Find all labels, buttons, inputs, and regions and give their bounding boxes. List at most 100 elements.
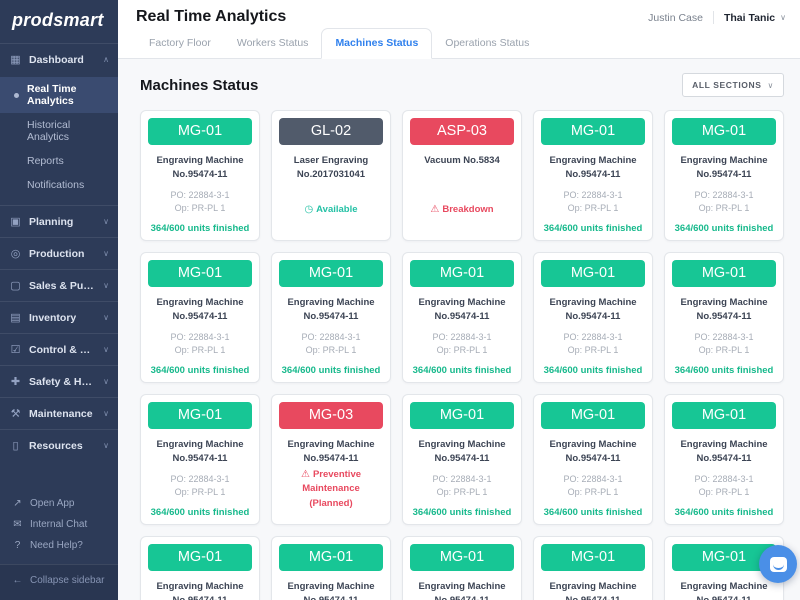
- machine-order-info: PO: 22884-3-1 Op: PR-PL 1: [170, 473, 230, 498]
- sidebar-util-internal-chat[interactable]: ✉ Internal Chat: [13, 519, 88, 530]
- sidebar-group-maintenance[interactable]: ⚒ Maintenance ∨: [0, 397, 118, 429]
- tab-bar: Factory Floor Workers Status Machines Stat…: [118, 28, 800, 59]
- chevron-down-icon: ∨: [103, 281, 109, 290]
- all-sections-label: ALL SECTIONS: [692, 80, 762, 90]
- resources-icon: ▯: [12, 440, 19, 452]
- sidebar-item-reports[interactable]: Reports: [0, 149, 118, 173]
- machine-progress: 364/600 units finished: [543, 365, 643, 377]
- machine-order-info: PO: 22884-3-1 Op: PR-PL 1: [694, 473, 754, 498]
- machine-name: Vacuum No.5834: [424, 155, 500, 166]
- machine-code-badge: MG-01: [148, 544, 252, 571]
- sidebar-group-production[interactable]: ◎ Production ∨: [0, 237, 118, 269]
- sidebar-group-control-quality[interactable]: ☑ Control & Quality ∨: [0, 333, 118, 365]
- chevron-down-icon: ∨: [103, 409, 109, 418]
- sidebar-group-dashboard[interactable]: ▦ Dashboard ∧: [0, 43, 118, 75]
- company-selector[interactable]: Thai Tanic ∨: [724, 12, 786, 24]
- sidebar-util-need-help[interactable]: ? Need Help?: [0, 535, 118, 556]
- user-menu[interactable]: Justin Case Thai Tanic ∨: [648, 11, 786, 24]
- machine-status: ⚠ Breakdown: [430, 204, 494, 216]
- chevron-down-icon: ∨: [103, 441, 109, 450]
- machine-code-badge: MG-03: [279, 402, 383, 429]
- sidebar-util-open-app[interactable]: ↗ Open App: [13, 498, 75, 509]
- tab-factory-floor[interactable]: Factory Floor: [149, 37, 211, 49]
- sidebar-group-resources[interactable]: ▯ Resources ∨: [0, 429, 118, 461]
- sidebar-group-safety-health[interactable]: ✚ Safety & Health ∨: [0, 365, 118, 397]
- machine-progress: 364/600 units finished: [543, 507, 643, 519]
- warning-icon: ⚠: [300, 468, 310, 480]
- tab-machines-status[interactable]: Machines Status: [321, 28, 433, 59]
- machine-order-info: PO: 22884-3-1 Op: PR-PL 1: [694, 331, 754, 356]
- all-sections-dropdown[interactable]: ALL SECTIONS ∨: [682, 73, 784, 97]
- chevron-down-icon: ∨: [103, 377, 109, 386]
- help-icon: ?: [14, 540, 21, 551]
- machine-code-badge: MG-01: [279, 544, 383, 571]
- prodsmart-logo: prodsmart: [12, 10, 104, 30]
- sales-purchase-icon: ▢: [10, 280, 21, 292]
- sidebar-item-historical-analytics[interactable]: Historical Analytics: [0, 113, 118, 149]
- sidebar-group-planning[interactable]: ▣ Planning ∨: [0, 205, 118, 237]
- tab-workers-status[interactable]: Workers Status: [236, 37, 309, 49]
- sidebar-group-sales-purchase[interactable]: ▢ Sales & Purchase ∨: [0, 269, 118, 301]
- user-divider: [712, 11, 714, 24]
- chevron-down-icon: ∨: [103, 249, 109, 258]
- machine-progress: 364/600 units finished: [150, 223, 250, 235]
- machine-card-grid: MG-01 Engraving Machine No.95474-11 PO: 2…: [140, 110, 784, 600]
- machine-code-badge: MG-01: [279, 260, 383, 287]
- machine-progress: 364/600 units finished: [674, 365, 774, 377]
- arrow-left-icon: ←: [12, 575, 23, 586]
- machine-order-info: PO: 22884-3-1 Op: PR-PL 1: [563, 189, 623, 214]
- machine-code-badge: ASP-03: [410, 118, 514, 145]
- planning-icon: ▣: [10, 216, 21, 228]
- chat-launcher-button[interactable]: [759, 545, 797, 583]
- machine-card[interactable]: GL-02 Laser Engraving No.2017031041 ◷ Avai…: [271, 110, 391, 241]
- sidebar-item-real-time-analytics[interactable]: Real Time Analytics: [0, 77, 118, 113]
- collapse-sidebar-button[interactable]: ← Collapse sidebar: [0, 564, 118, 600]
- machine-code-badge: MG-01: [672, 544, 776, 571]
- machine-code-badge: MG-01: [541, 402, 645, 429]
- machine-status: ◷ Available: [304, 204, 358, 216]
- chat-icon: ✉: [13, 519, 22, 530]
- machine-card[interactable]: MG-03 Engraving Machine No.95474-11 ⚠ Prev…: [271, 394, 391, 525]
- tab-operations-status[interactable]: Operations Status: [445, 37, 530, 49]
- sidebar-utilities: ↗ Open App ✉ Internal Chat ? Need Help?: [0, 493, 118, 556]
- page-title: Real Time Analytics: [136, 8, 287, 25]
- safety-health-icon: ✚: [10, 376, 21, 388]
- machine-code-badge: MG-01: [672, 118, 776, 145]
- sidebar-group-inventory[interactable]: ▤ Inventory ∨: [0, 301, 118, 333]
- control-quality-icon: ☑: [10, 344, 21, 356]
- machine-order-info: PO: 22884-3-1 Op: PR-PL 1: [694, 189, 754, 214]
- machine-code-badge: MG-01: [148, 402, 252, 429]
- sidebar-item-notifications[interactable]: Notifications: [0, 173, 118, 197]
- machine-card[interactable]: ASP-03 Vacuum No.5834 ⚠ Breakdown: [402, 110, 522, 241]
- machine-code-badge: MG-01: [410, 544, 514, 571]
- machine-code-badge: MG-01: [148, 260, 252, 287]
